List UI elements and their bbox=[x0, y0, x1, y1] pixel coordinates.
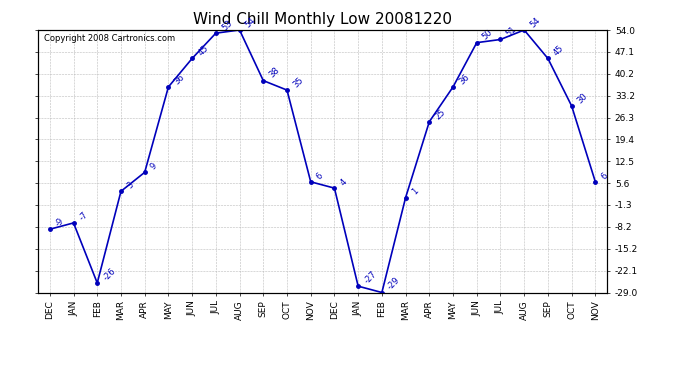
Text: 4: 4 bbox=[339, 177, 348, 188]
Text: -9: -9 bbox=[54, 216, 66, 228]
Text: 54: 54 bbox=[529, 15, 542, 29]
Text: 51: 51 bbox=[504, 25, 518, 39]
Text: 25: 25 bbox=[433, 107, 447, 121]
Text: 1: 1 bbox=[410, 187, 420, 197]
Text: 38: 38 bbox=[268, 66, 282, 80]
Text: 54: 54 bbox=[244, 15, 257, 29]
Text: 6: 6 bbox=[600, 171, 610, 181]
Text: 53: 53 bbox=[220, 18, 234, 32]
Text: 50: 50 bbox=[481, 28, 495, 42]
Text: 36: 36 bbox=[457, 72, 471, 86]
Text: 36: 36 bbox=[172, 72, 186, 86]
Title: Wind Chill Monthly Low 20081220: Wind Chill Monthly Low 20081220 bbox=[193, 12, 452, 27]
Text: -29: -29 bbox=[386, 276, 402, 292]
Text: 30: 30 bbox=[575, 91, 590, 105]
Text: 45: 45 bbox=[196, 44, 210, 58]
Text: -7: -7 bbox=[78, 210, 90, 222]
Text: -26: -26 bbox=[101, 266, 117, 282]
Text: Copyright 2008 Cartronics.com: Copyright 2008 Cartronics.com bbox=[43, 34, 175, 43]
Text: 3: 3 bbox=[125, 180, 135, 190]
Text: 6: 6 bbox=[315, 171, 325, 181]
Text: -27: -27 bbox=[362, 269, 378, 285]
Text: 45: 45 bbox=[552, 44, 566, 58]
Text: 9: 9 bbox=[149, 162, 159, 171]
Text: 35: 35 bbox=[291, 75, 305, 89]
